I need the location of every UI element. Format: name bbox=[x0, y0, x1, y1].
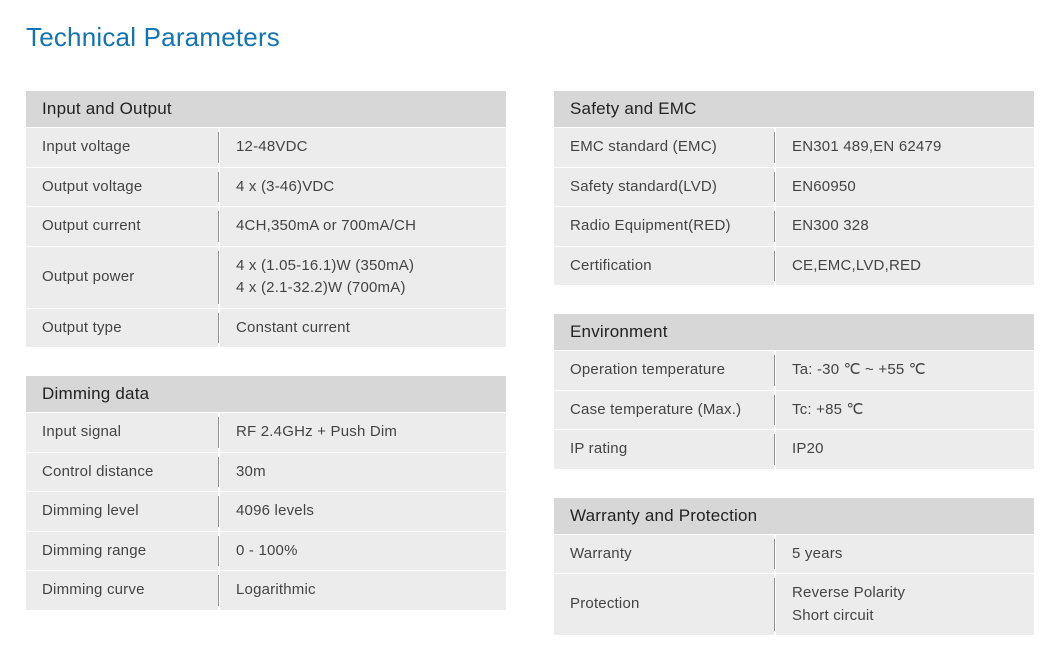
value-dimming-range: 0 - 100% bbox=[220, 532, 506, 571]
table-row: Output voltage 4 x (3-46)VDC bbox=[26, 168, 506, 208]
table-row: Case temperature (Max.) Tc: +85 ℃ bbox=[554, 391, 1034, 431]
table-row: Radio Equipment(RED) EN300 328 bbox=[554, 207, 1034, 247]
right-column: Safety and EMC EMC standard (EMC) EN301 … bbox=[554, 91, 1034, 664]
label-output-current: Output current bbox=[26, 207, 220, 246]
table-row: Operation temperature Ta: -30 ℃ ~ +55 ℃ bbox=[554, 351, 1034, 391]
table-row: Dimming range 0 - 100% bbox=[26, 532, 506, 572]
section-input-output: Input and Output Input voltage 12-48VDC … bbox=[26, 91, 506, 348]
value-input-signal: RF 2.4GHz + Push Dim bbox=[220, 413, 506, 452]
section-safety: Safety and EMC EMC standard (EMC) EN301 … bbox=[554, 91, 1034, 286]
table-row: EMC standard (EMC) EN301 489,EN 62479 bbox=[554, 128, 1034, 168]
value-input-voltage: 12-48VDC bbox=[220, 128, 506, 167]
label-input-signal: Input signal bbox=[26, 413, 220, 452]
table-row: Dimming curve Logarithmic bbox=[26, 571, 506, 611]
value-safety-standard: EN60950 bbox=[776, 168, 1034, 207]
table-row: Input voltage 12-48VDC bbox=[26, 128, 506, 168]
section-environment: Environment Operation temperature Ta: -3… bbox=[554, 314, 1034, 470]
value-emc-standard: EN301 489,EN 62479 bbox=[776, 128, 1034, 167]
section-header-safety: Safety and EMC bbox=[554, 91, 1034, 128]
table-row: Warranty 5 years bbox=[554, 535, 1034, 575]
label-input-voltage: Input voltage bbox=[26, 128, 220, 167]
table-row: Dimming level 4096 levels bbox=[26, 492, 506, 532]
value-dimming-curve: Logarithmic bbox=[220, 571, 506, 610]
table-row: Control distance 30m bbox=[26, 453, 506, 493]
label-safety-standard: Safety standard(LVD) bbox=[554, 168, 776, 207]
label-output-voltage: Output voltage bbox=[26, 168, 220, 207]
section-dimming: Dimming data Input signal RF 2.4GHz + Pu… bbox=[26, 376, 506, 611]
section-header-warranty: Warranty and Protection bbox=[554, 498, 1034, 535]
value-output-voltage: 4 x (3-46)VDC bbox=[220, 168, 506, 207]
value-case-temp: Tc: +85 ℃ bbox=[776, 391, 1034, 430]
label-protection: Protection bbox=[554, 574, 776, 635]
section-header-environment: Environment bbox=[554, 314, 1034, 351]
value-dimming-level: 4096 levels bbox=[220, 492, 506, 531]
table-row: Safety standard(LVD) EN60950 bbox=[554, 168, 1034, 208]
label-output-type: Output type bbox=[26, 309, 220, 348]
left-column: Input and Output Input voltage 12-48VDC … bbox=[26, 91, 506, 664]
table-row: Protection Reverse Polarity Short circui… bbox=[554, 574, 1034, 636]
value-operation-temp: Ta: -30 ℃ ~ +55 ℃ bbox=[776, 351, 1034, 390]
label-emc-standard: EMC standard (EMC) bbox=[554, 128, 776, 167]
table-row: Output current 4CH,350mA or 700mA/CH bbox=[26, 207, 506, 247]
label-ip-rating: IP rating bbox=[554, 430, 776, 469]
section-header-dimming: Dimming data bbox=[26, 376, 506, 413]
section-warranty: Warranty and Protection Warranty 5 years… bbox=[554, 498, 1034, 637]
value-radio-equipment: EN300 328 bbox=[776, 207, 1034, 246]
value-output-current: 4CH,350mA or 700mA/CH bbox=[220, 207, 506, 246]
table-row: Output power 4 x (1.05-16.1)W (350mA) 4 … bbox=[26, 247, 506, 309]
label-operation-temp: Operation temperature bbox=[554, 351, 776, 390]
label-control-distance: Control distance bbox=[26, 453, 220, 492]
label-dimming-level: Dimming level bbox=[26, 492, 220, 531]
content-columns: Input and Output Input voltage 12-48VDC … bbox=[26, 91, 1034, 664]
table-row: IP rating IP20 bbox=[554, 430, 1034, 470]
section-header-io: Input and Output bbox=[26, 91, 506, 128]
value-control-distance: 30m bbox=[220, 453, 506, 492]
value-warranty: 5 years bbox=[776, 535, 1034, 574]
value-ip-rating: IP20 bbox=[776, 430, 1034, 469]
label-output-power: Output power bbox=[26, 247, 220, 308]
label-radio-equipment: Radio Equipment(RED) bbox=[554, 207, 776, 246]
value-output-type: Constant current bbox=[220, 309, 506, 348]
table-row: Certification CE,EMC,LVD,RED bbox=[554, 247, 1034, 287]
label-case-temp: Case temperature (Max.) bbox=[554, 391, 776, 430]
table-row: Input signal RF 2.4GHz + Push Dim bbox=[26, 413, 506, 453]
label-dimming-curve: Dimming curve bbox=[26, 571, 220, 610]
label-dimming-range: Dimming range bbox=[26, 532, 220, 571]
value-protection: Reverse Polarity Short circuit bbox=[776, 574, 1034, 635]
table-row: Output type Constant current bbox=[26, 309, 506, 349]
label-warranty: Warranty bbox=[554, 535, 776, 574]
value-output-power: 4 x (1.05-16.1)W (350mA) 4 x (2.1-32.2)W… bbox=[220, 247, 506, 308]
label-certification: Certification bbox=[554, 247, 776, 286]
value-certification: CE,EMC,LVD,RED bbox=[776, 247, 1034, 286]
page-title: Technical Parameters bbox=[26, 22, 1034, 53]
